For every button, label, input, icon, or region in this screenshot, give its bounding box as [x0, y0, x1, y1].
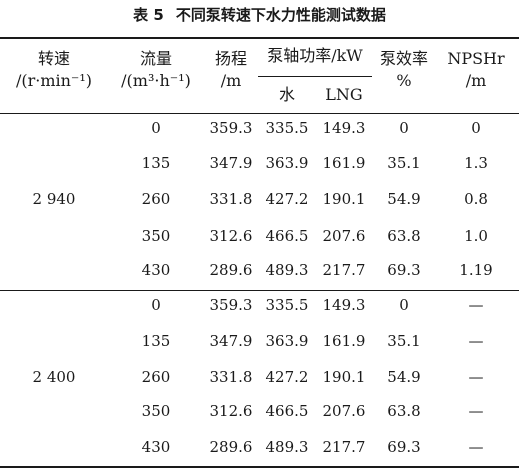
efficiency-cell: 35.1 [387, 332, 421, 350]
npshr-cell: — [468, 368, 484, 386]
npshr-cell: 0 [471, 119, 481, 137]
water-power-cell: 489.3 [265, 261, 309, 279]
lng-power-cell: 149.3 [322, 296, 366, 314]
npshr-cell: — [468, 438, 484, 456]
water-power-cell: 427.2 [265, 190, 309, 208]
water-power-cell: 427.2 [265, 368, 309, 386]
lng-power-cell: 207.6 [322, 402, 366, 420]
flow-cell: 0 [151, 296, 161, 314]
water-power-cell: 489.3 [265, 438, 309, 456]
lng-power-cell: 217.7 [322, 438, 366, 456]
flow-cell: 135 [141, 332, 171, 350]
header-npshr-unit: /m [465, 71, 487, 90]
efficiency-cell: 69.3 [387, 261, 421, 279]
lng-power-cell: 190.1 [322, 368, 366, 386]
water-power-cell: 335.5 [265, 296, 309, 314]
head-cell: 359.3 [209, 119, 253, 137]
top-rule [0, 37, 519, 39]
head-cell: 331.8 [209, 368, 253, 386]
efficiency-cell: 54.9 [387, 368, 421, 386]
flow-cell: 0 [151, 119, 161, 137]
npshr-cell: — [468, 296, 484, 314]
head-cell: 331.8 [209, 190, 253, 208]
head-cell: 347.9 [209, 154, 253, 172]
efficiency-cell: 63.8 [387, 227, 421, 245]
head-cell: 312.6 [209, 402, 253, 420]
table-caption: 表 5 不同泵转速下水力性能测试数据 [0, 4, 519, 25]
efficiency-cell: 54.9 [387, 190, 421, 208]
head-cell: 289.6 [209, 261, 253, 279]
header-head-unit: /m [220, 71, 242, 90]
efficiency-cell: 35.1 [387, 154, 421, 172]
header-speed-unit: /(r·min⁻¹) [15, 71, 93, 90]
npshr-cell: — [468, 402, 484, 420]
header-efficiency-label: 泵效率 [379, 49, 428, 68]
header-shaft-water: 水 [278, 85, 295, 104]
group-speed-cell: 2 400 [32, 368, 76, 386]
header-rule [0, 113, 519, 114]
npshr-cell: 1.3 [464, 154, 488, 172]
npshr-cell: 1.19 [459, 261, 493, 279]
lng-power-cell: 161.9 [322, 154, 366, 172]
lng-power-cell: 161.9 [322, 332, 366, 350]
efficiency-cell: 0 [399, 119, 409, 137]
efficiency-cell: 69.3 [387, 438, 421, 456]
flow-cell: 430 [141, 261, 171, 279]
head-cell: 347.9 [209, 332, 253, 350]
header-shaft-power: 泵轴功率/kW [267, 46, 363, 65]
head-cell: 312.6 [209, 227, 253, 245]
water-power-cell: 363.9 [265, 154, 309, 172]
header-speed-label: 转速 [37, 49, 70, 68]
table-title: 不同泵转速下水力性能测试数据 [175, 6, 386, 24]
group-divider-rule [0, 290, 519, 291]
header-shaft-lng: LNG [325, 85, 363, 104]
group-speed-cell: 2 940 [32, 190, 76, 208]
header-efficiency-unit: % [396, 71, 412, 90]
header-flow-unit: /(m³·h⁻¹) [121, 71, 191, 90]
flow-cell: 135 [141, 154, 171, 172]
shaft-power-subrule [258, 76, 372, 77]
flow-cell: 260 [141, 190, 171, 208]
water-power-cell: 335.5 [265, 119, 309, 137]
flow-cell: 430 [141, 438, 171, 456]
flow-cell: 260 [141, 368, 171, 386]
flow-cell: 350 [141, 227, 171, 245]
flow-cell: 350 [141, 402, 171, 420]
npshr-cell: 1.0 [464, 227, 488, 245]
table-number: 表 5 [133, 6, 164, 24]
lng-power-cell: 149.3 [322, 119, 366, 137]
head-cell: 359.3 [209, 296, 253, 314]
lng-power-cell: 207.6 [322, 227, 366, 245]
lng-power-cell: 217.7 [322, 261, 366, 279]
water-power-cell: 363.9 [265, 332, 309, 350]
header-npshr-label: NPSHr [447, 49, 505, 68]
npshr-cell: — [468, 332, 484, 350]
bottom-rule [0, 466, 519, 468]
water-power-cell: 466.5 [265, 227, 309, 245]
efficiency-cell: 0 [399, 296, 409, 314]
lng-power-cell: 190.1 [322, 190, 366, 208]
npshr-cell: 0.8 [464, 190, 488, 208]
head-cell: 289.6 [209, 438, 253, 456]
efficiency-cell: 63.8 [387, 402, 421, 420]
header-head-label: 扬程 [214, 49, 247, 68]
water-power-cell: 466.5 [265, 402, 309, 420]
header-flow-label: 流量 [139, 49, 172, 68]
